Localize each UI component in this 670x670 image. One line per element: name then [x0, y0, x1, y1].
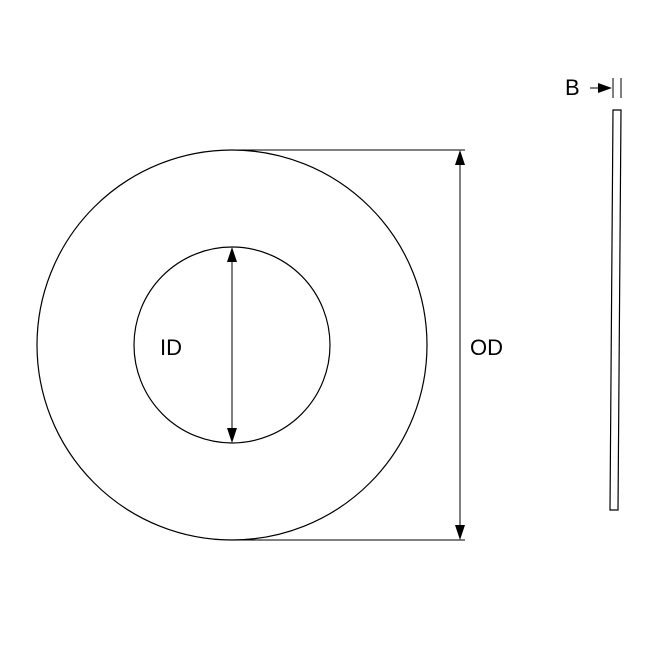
od-dimension: [232, 150, 465, 540]
od-label: OD: [470, 335, 503, 361]
id-dimension: [227, 247, 237, 443]
washer-diagram: ID OD B: [0, 0, 670, 670]
id-label: ID: [160, 335, 182, 361]
side-view: [610, 110, 621, 510]
b-dimension: [590, 78, 621, 98]
b-label: B: [565, 75, 580, 101]
